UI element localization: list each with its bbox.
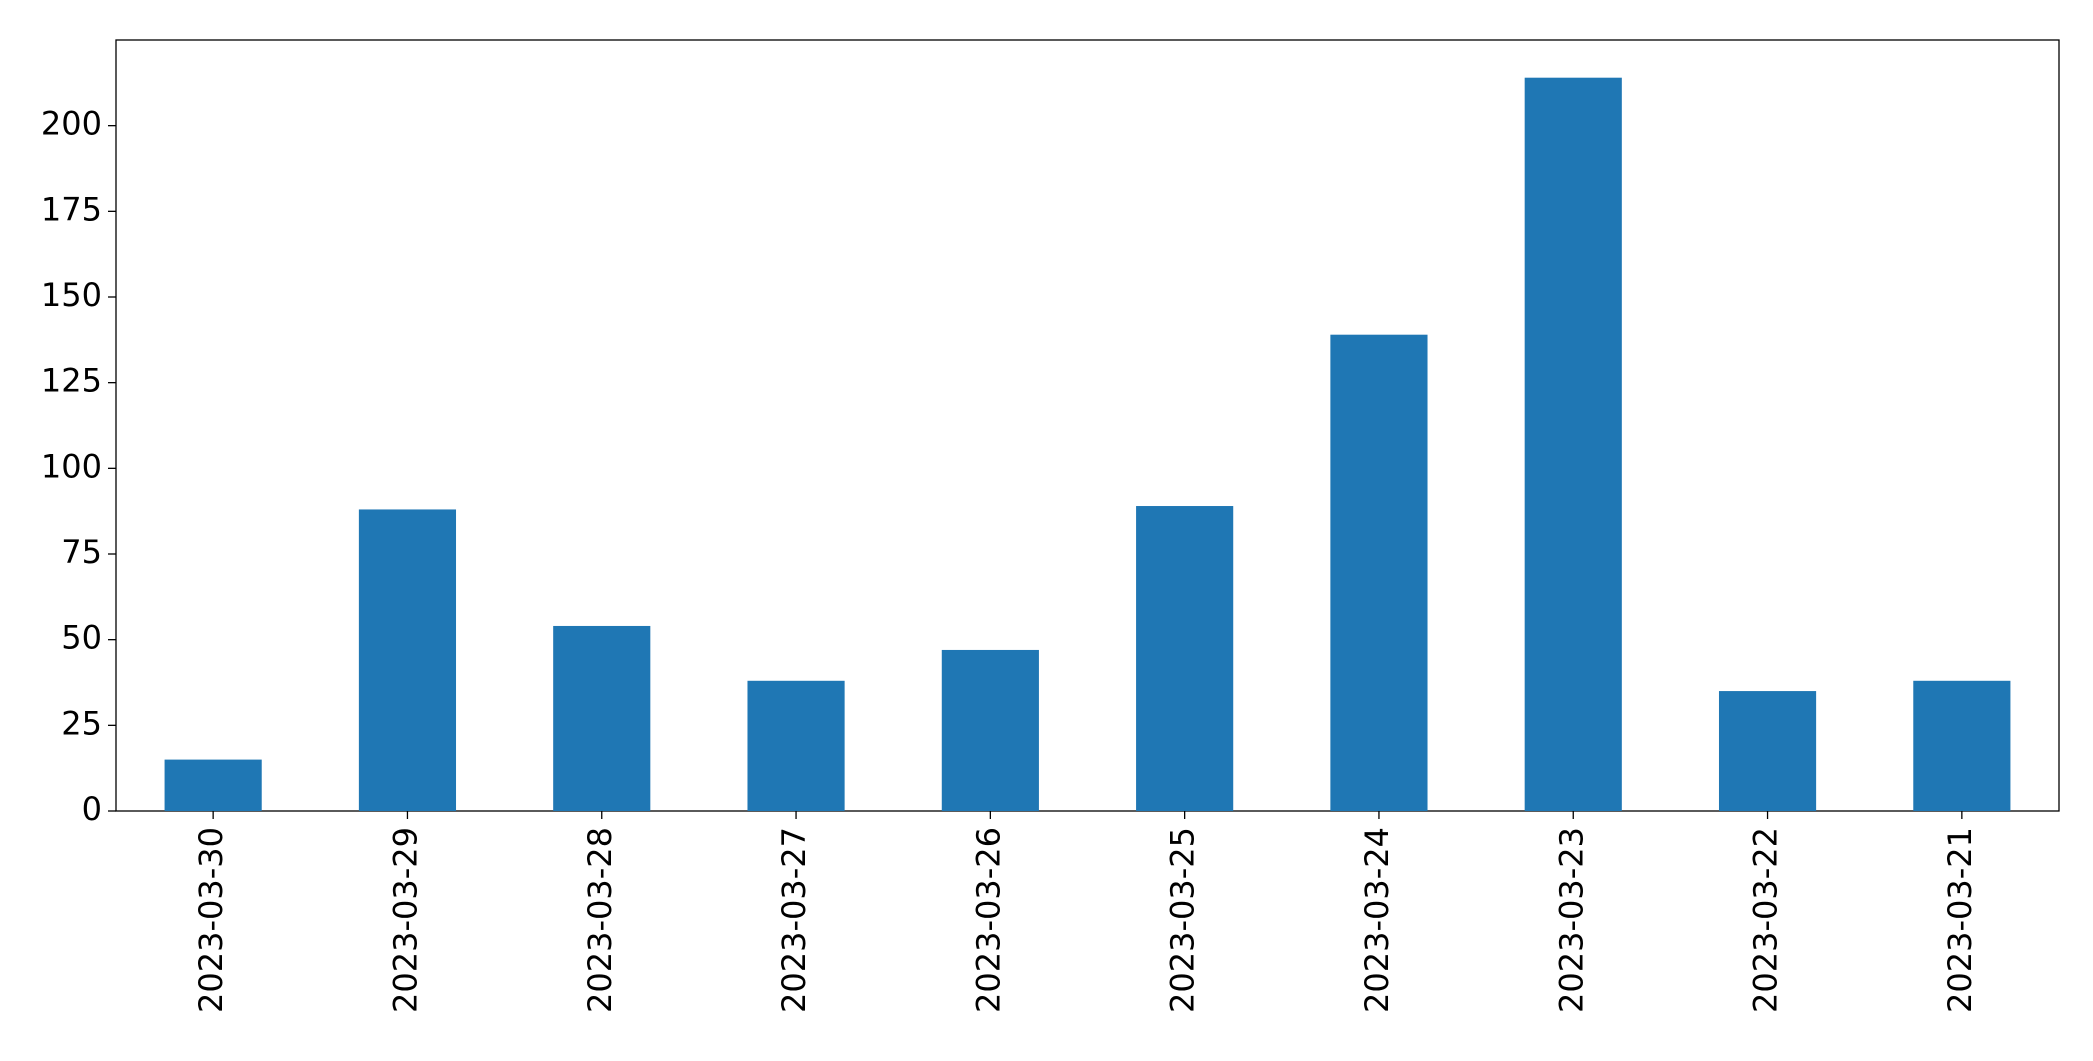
y-tick-label: 150 bbox=[41, 276, 102, 314]
x-tick-label: 2023-03-28 bbox=[581, 827, 619, 1013]
y-tick-label: 100 bbox=[41, 447, 102, 485]
y-tick-label: 200 bbox=[41, 105, 102, 143]
x-tick-label: 2023-03-29 bbox=[386, 827, 424, 1013]
x-tick-label: 2023-03-26 bbox=[969, 827, 1007, 1013]
bar bbox=[1524, 77, 1622, 811]
bar bbox=[747, 680, 845, 811]
x-tick-label: 2023-03-27 bbox=[775, 827, 813, 1013]
bar bbox=[553, 625, 651, 811]
y-tick-label: 25 bbox=[61, 704, 102, 742]
y-tick-label: 0 bbox=[82, 790, 102, 828]
bar bbox=[164, 759, 262, 811]
y-tick-label: 50 bbox=[61, 619, 102, 657]
bar bbox=[358, 509, 457, 811]
x-tick-label: 2023-03-21 bbox=[1941, 827, 1979, 1013]
bar bbox=[1136, 506, 1234, 811]
x-tick-label: 2023-03-23 bbox=[1552, 827, 1590, 1013]
y-tick-label: 125 bbox=[41, 362, 102, 400]
y-tick-label: 75 bbox=[61, 533, 102, 571]
x-tick-label: 2023-03-22 bbox=[1747, 827, 1785, 1013]
x-tick-label: 2023-03-30 bbox=[192, 827, 230, 1013]
x-tick-label: 2023-03-25 bbox=[1164, 827, 1202, 1013]
bar bbox=[1330, 334, 1428, 811]
plot-frame bbox=[115, 39, 2060, 812]
bar bbox=[1913, 680, 2011, 811]
bar bbox=[1718, 691, 1817, 811]
y-tick-label: 175 bbox=[41, 190, 102, 228]
bar bbox=[941, 649, 1039, 811]
x-tick-label: 2023-03-24 bbox=[1358, 827, 1396, 1013]
